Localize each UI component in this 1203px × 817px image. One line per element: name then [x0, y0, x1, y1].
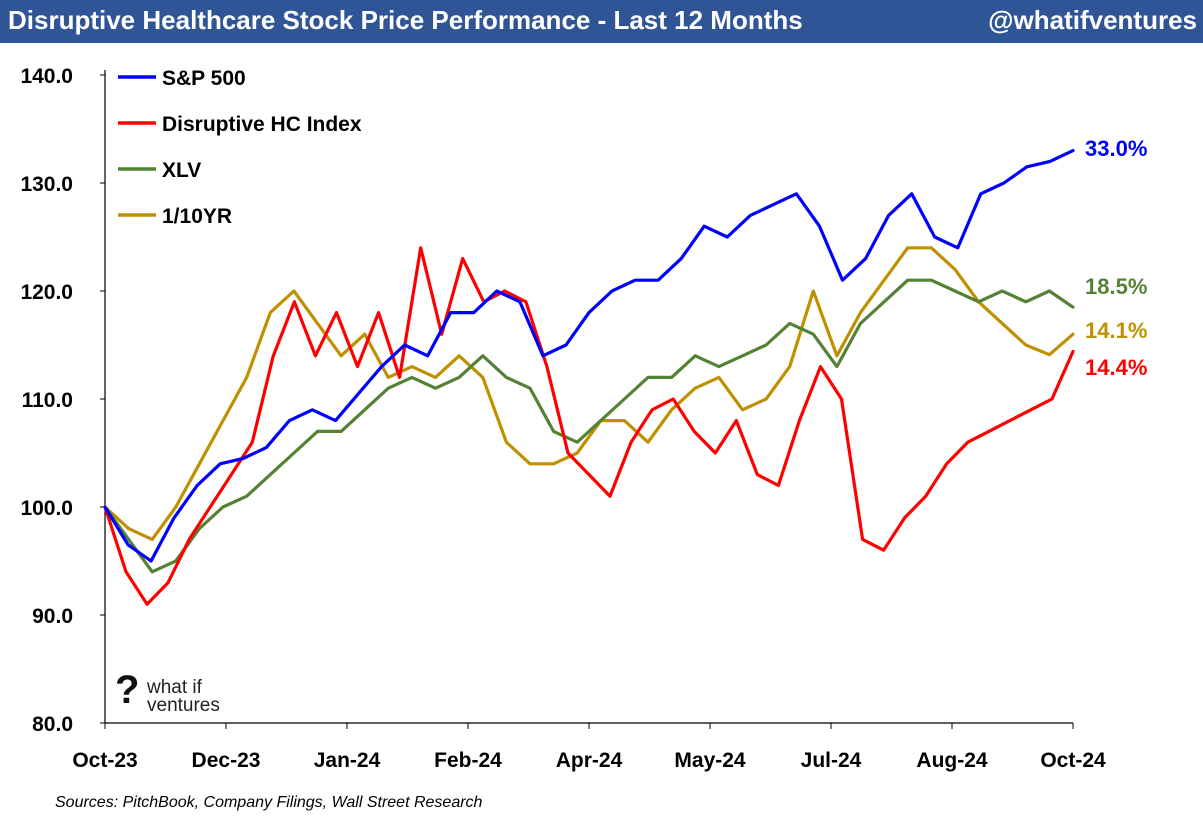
x-tick-label: Aug-24	[916, 749, 987, 772]
y-tick-label: 120.0	[20, 281, 73, 304]
y-tick-label: 90.0	[32, 605, 73, 628]
y-tick-label: 100.0	[20, 497, 73, 520]
y-tick-label: 140.0	[20, 65, 73, 88]
social-handle: @whatifventures	[988, 5, 1197, 35]
series-line-disruptive-hc-index	[103, 246, 1075, 606]
y-tick-label: 80.0	[32, 713, 73, 736]
y-tick-label: 110.0	[22, 389, 73, 412]
legend-label-s-p-500: S&P 500	[162, 67, 246, 90]
series-line-xlv	[103, 278, 1075, 574]
axes	[104, 70, 1073, 724]
end-label-s-p-500: 33.0%	[1085, 136, 1147, 161]
logo-line-2: ventures	[147, 695, 220, 716]
y-tick-label: 130.0	[20, 173, 73, 196]
chart-title: Disruptive Healthcare Stock Price Perfor…	[8, 5, 803, 35]
x-axis-ticks: Oct-23 Dec-23 Jan-24 Feb-24 Apr-24 May-24 Jul-…	[72, 723, 1106, 772]
x-tick-label: Oct-24	[1040, 749, 1106, 772]
end-label-xlv: 18.5%	[1085, 274, 1147, 299]
x-tick-label: Feb-24	[434, 749, 502, 772]
end-labels: 33.0% 14.4% 18.5% 14.1%	[1085, 136, 1147, 380]
series-line-1-10yr	[103, 246, 1075, 542]
x-tick-label: Jul-24	[801, 749, 862, 772]
end-label-1-10yr: 14.1%	[1085, 318, 1147, 343]
line-chart: 80.0 90.0 100.0 110.0 120.0 130.0 140.0 Oct-23…	[20, 65, 1147, 772]
legend-label-disruptive-hc-index: Disruptive HC Index	[162, 113, 362, 136]
source-note: Sources: PitchBook, Company Filings, Wal…	[55, 794, 483, 811]
legend-label-xlv: XLV	[162, 159, 201, 182]
x-tick-label: May-24	[674, 749, 746, 772]
y-axis-ticks: 80.0 90.0 100.0 110.0 120.0 130.0 140.0	[20, 65, 105, 736]
x-tick-label: Oct-23	[72, 749, 137, 772]
x-tick-label: Jan-24	[314, 749, 381, 772]
x-tick-label: Dec-23	[192, 749, 261, 772]
logo-line-1: what if	[147, 677, 202, 698]
end-label-disruptive-hc-index: 14.4%	[1085, 355, 1147, 380]
question-mark-icon: ?	[115, 668, 140, 712]
series-lines	[103, 149, 1075, 606]
legend: S&P 500 Disruptive HC Index XLV 1/10YR	[118, 67, 362, 228]
title-bar: Disruptive Healthcare Stock Price Perfor…	[0, 0, 1203, 43]
logo-text: what if ventures	[147, 677, 220, 716]
series-line-s-p-500	[103, 149, 1075, 563]
x-tick-label: Apr-24	[556, 749, 623, 772]
legend-label-1-10yr: 1/10YR	[162, 205, 232, 228]
